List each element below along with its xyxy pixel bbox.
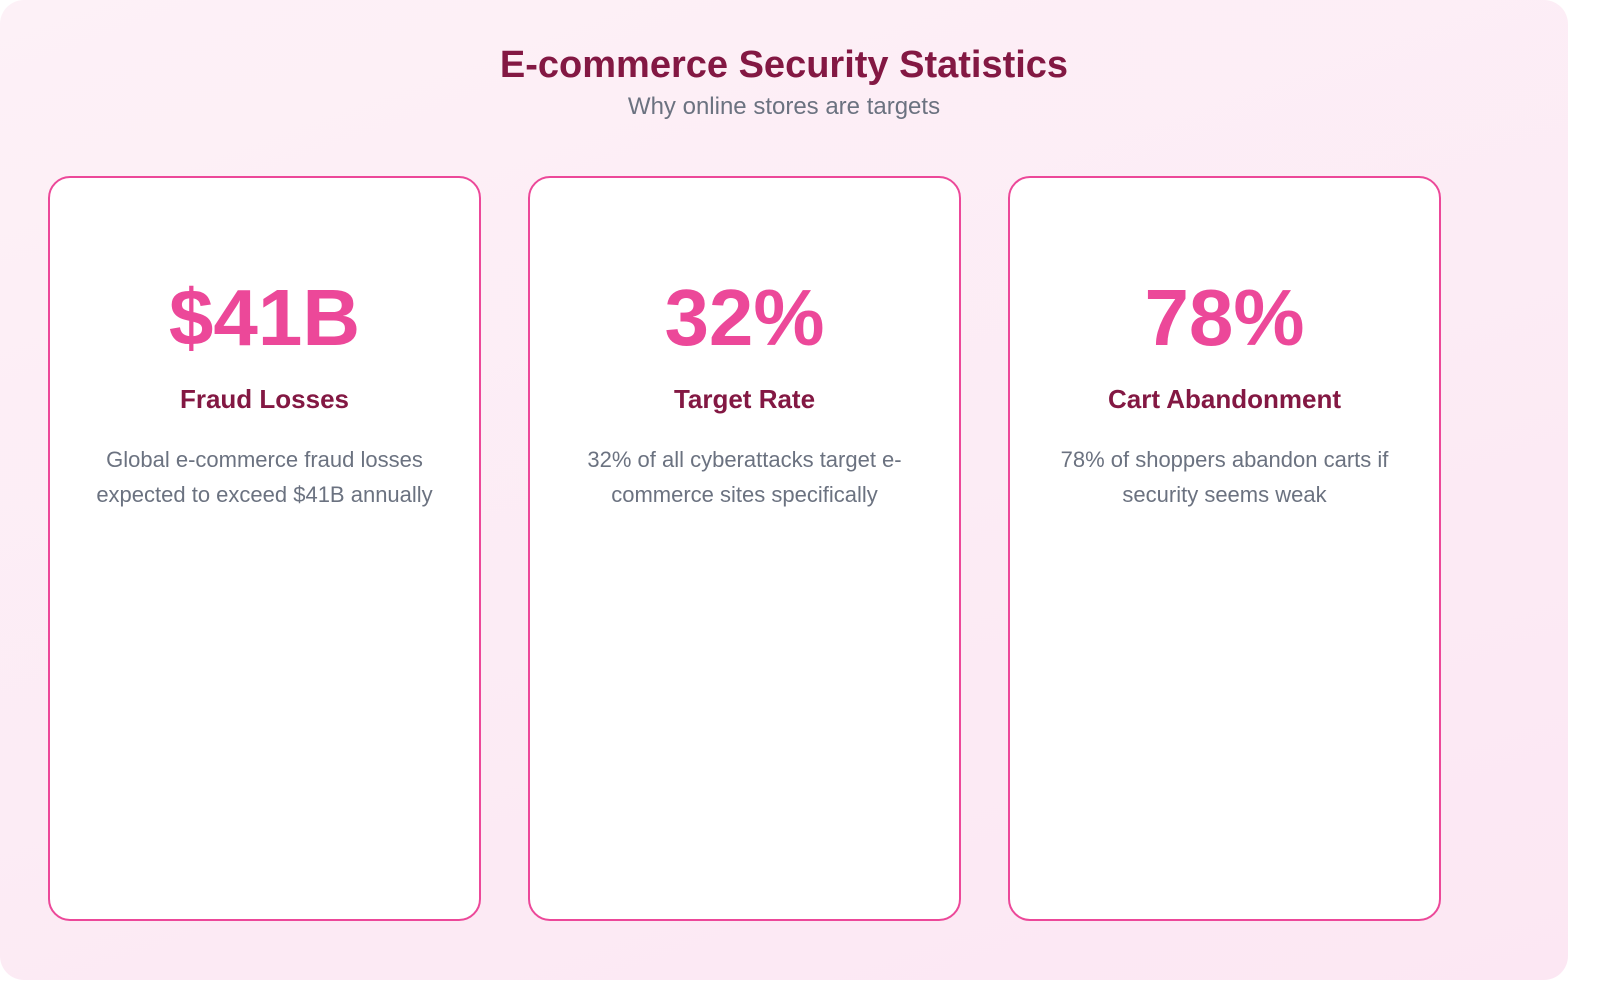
- stat-description: 32% of all cyberattacks target e-commerc…: [587, 447, 902, 507]
- stat-card-cart-abandonment: 78% Cart Abandonment 78% of shoppers aba…: [1008, 176, 1441, 921]
- stat-value: 32%: [664, 273, 825, 362]
- page-subtitle: Why online stores are targets: [627, 93, 941, 120]
- stat-value: 78%: [1144, 273, 1305, 362]
- page-title: E-commerce Security Statistics: [499, 44, 1069, 86]
- stat-card-fraud-losses: $41B Fraud Losses Global e-commerce frau…: [48, 176, 481, 921]
- header: E-commerce Security Statistics Why onlin…: [0, 40, 1568, 122]
- stat-label: Fraud Losses: [179, 384, 350, 414]
- stat-value: $41B: [168, 273, 361, 362]
- stat-card-target-rate: 32% Target Rate 32% of all cyberattacks …: [528, 176, 961, 921]
- stat-description: 78% of shoppers abandon carts if securit…: [1060, 447, 1389, 507]
- stat-description: Global e-commerce fraud losses expected …: [96, 447, 433, 507]
- stats-panel: E-commerce Security Statistics Why onlin…: [0, 0, 1568, 980]
- stat-label: Cart Abandonment: [1107, 384, 1342, 414]
- stat-label: Target Rate: [673, 384, 816, 414]
